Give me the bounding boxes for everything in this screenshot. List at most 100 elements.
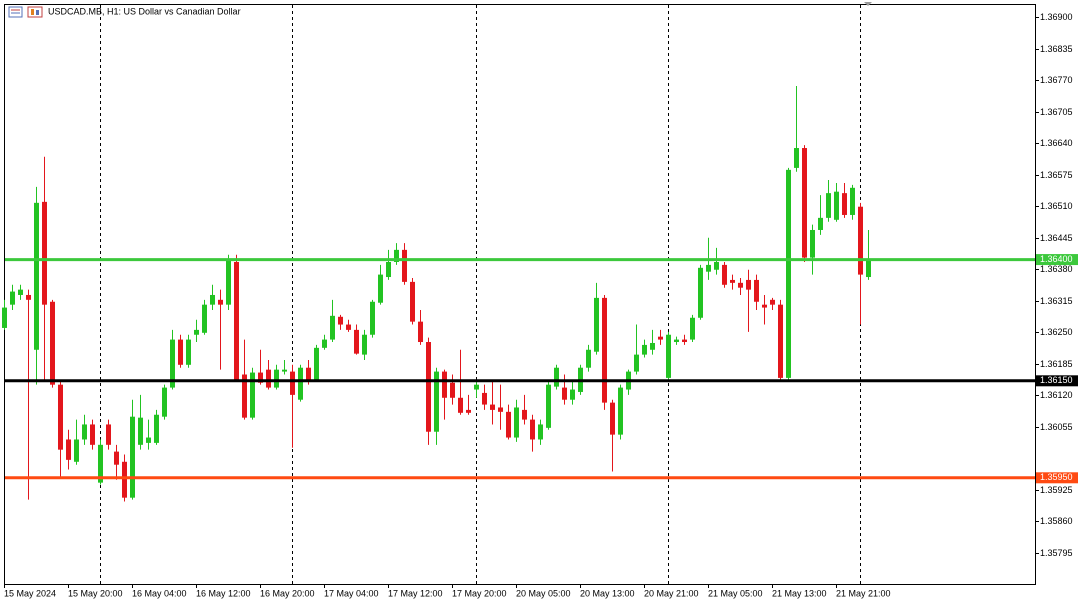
candle-body <box>594 297 599 352</box>
candle-body <box>386 261 391 278</box>
candle-body <box>274 369 279 388</box>
level-label-box <box>1036 254 1078 266</box>
y-tick-label: 1.36770 <box>1040 75 1073 85</box>
candle-body <box>90 424 95 445</box>
candle-body <box>410 281 415 322</box>
candle-body <box>298 367 303 400</box>
candle-body <box>866 260 871 278</box>
y-tick-label: 1.36315 <box>1040 296 1073 306</box>
candle-body <box>466 409 471 413</box>
levels: 1.36400 1.36150 1.35950 <box>5 254 1078 484</box>
candle-body <box>290 371 295 395</box>
candle-body <box>818 217 823 230</box>
y-tick-label: 1.36380 <box>1040 264 1073 274</box>
y-tick-label: 1.36835 <box>1040 44 1073 54</box>
x-tick-label: 21 May 21:00 <box>836 588 891 598</box>
candle-body <box>482 392 487 405</box>
candle-body <box>26 294 31 300</box>
y-tick-label: 1.36055 <box>1040 422 1073 432</box>
y-tick-label: 1.36445 <box>1040 233 1073 243</box>
candle-body <box>226 260 231 305</box>
x-tick-label: 16 May 12:00 <box>196 588 251 598</box>
y-tick-label: 1.35860 <box>1040 516 1073 526</box>
candle-body <box>754 279 759 302</box>
candle-body <box>690 317 695 340</box>
icon <box>36 10 39 15</box>
candle-body <box>442 371 447 398</box>
candle-body <box>354 329 359 354</box>
candle-body <box>562 387 567 400</box>
candle-body <box>314 347 319 380</box>
plot-frame <box>4 4 1036 585</box>
candle-body <box>698 267 703 318</box>
candle-body <box>66 439 71 460</box>
candle-body <box>42 201 47 305</box>
level-label-box <box>1036 472 1078 484</box>
y-tick-label: 1.36510 <box>1040 201 1073 211</box>
symbol-icons <box>8 6 43 18</box>
x-tick-label: 17 May 04:00 <box>324 588 379 598</box>
candle-body <box>402 249 407 282</box>
candle-body <box>458 397 463 413</box>
x-tick-label: 20 May 13:00 <box>580 588 635 598</box>
y-tick-label: 1.36705 <box>1040 107 1073 117</box>
x-tick-label: 21 May 13:00 <box>772 588 827 598</box>
candle-body <box>522 409 527 420</box>
level-label-box <box>1036 375 1078 387</box>
candle-body <box>50 301 55 385</box>
candle-body <box>658 336 663 340</box>
x-tick-label: 15 May 2024 <box>4 588 56 598</box>
candle-body <box>682 339 687 343</box>
candle-body <box>498 407 503 412</box>
candle-body <box>786 169 791 378</box>
axes: 1.35795 1.35860 1.35925 1.36055 1.36120 1.361… <box>4 12 1073 598</box>
candle-body <box>674 339 679 343</box>
candle-body <box>194 329 199 335</box>
candle-body <box>770 299 775 305</box>
candle-body <box>418 321 423 343</box>
x-tick-label: 15 May 20:00 <box>68 588 123 598</box>
y-tick-label: 1.35925 <box>1040 485 1073 495</box>
candle-body <box>706 264 711 272</box>
candle-body <box>178 339 183 365</box>
candle-body <box>266 369 271 388</box>
candle-body <box>282 369 287 372</box>
candle-body <box>130 416 135 498</box>
candle-body <box>618 387 623 435</box>
candle-body <box>634 354 639 372</box>
candle-body <box>746 279 751 290</box>
level-label: 1.36400 <box>1040 254 1073 264</box>
candle-body <box>34 202 39 350</box>
candle-body <box>82 424 87 440</box>
x-tick-label: 17 May 20:00 <box>452 588 507 598</box>
candle-body <box>602 297 607 403</box>
candle-body <box>850 187 855 215</box>
chart-title: USDCAD.MB, H1: US Dollar vs Canadian Dol… <box>48 6 241 16</box>
icon <box>27 6 43 18</box>
candle-body <box>474 384 479 390</box>
candle-body <box>258 372 263 383</box>
x-tick-label: 16 May 04:00 <box>132 588 187 598</box>
candle-body <box>210 294 215 305</box>
candle-body <box>306 367 311 380</box>
y-tick-label: 1.35795 <box>1040 548 1073 558</box>
candle-body <box>106 424 111 445</box>
shift-marker <box>864 2 872 6</box>
x-tick-label: 16 May 20:00 <box>260 588 315 598</box>
candle-body <box>170 339 175 388</box>
y-tick-label: 1.36250 <box>1040 327 1073 337</box>
candle-body <box>514 407 519 438</box>
candle-body <box>250 372 255 418</box>
candle-body <box>794 148 799 168</box>
candle-body <box>810 229 815 258</box>
candle-body <box>242 374 247 418</box>
candle-body <box>394 249 399 262</box>
y-tick-label: 1.36120 <box>1040 390 1073 400</box>
candle-body <box>234 261 239 380</box>
candle-body <box>538 424 543 440</box>
candle-body <box>554 367 559 387</box>
candle-body <box>138 417 143 445</box>
candle-body <box>10 291 15 305</box>
y-tick-label: 1.36185 <box>1040 359 1073 369</box>
